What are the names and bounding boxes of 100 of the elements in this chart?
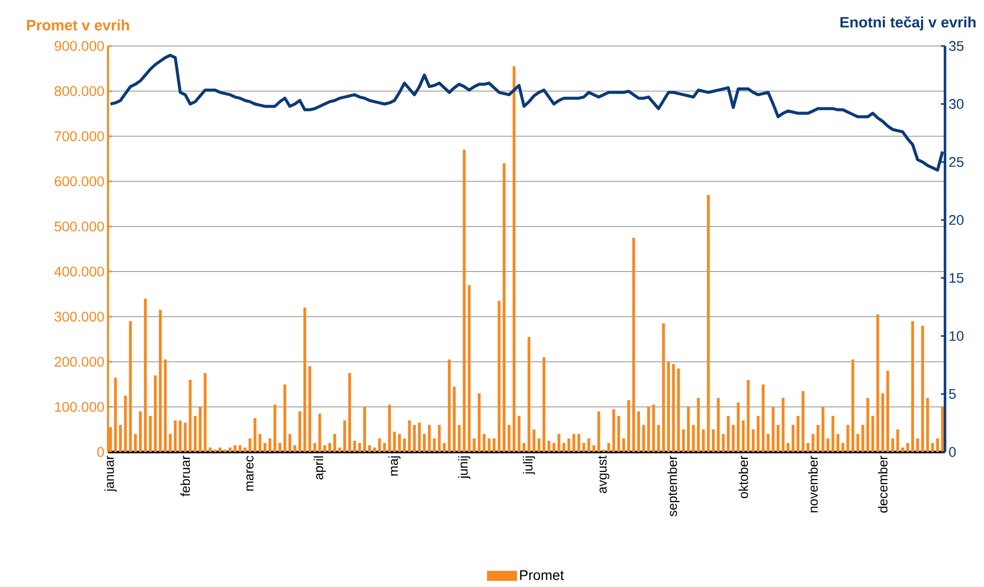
bar [931, 442, 934, 452]
bar [363, 406, 366, 452]
x-tick-label: maj [388, 456, 401, 476]
bar [567, 438, 570, 452]
bar [264, 442, 266, 452]
y2-tick-label: 5 [949, 389, 956, 399]
bar [488, 438, 491, 452]
bar [323, 445, 326, 452]
bar [353, 440, 356, 452]
y-tick-label: 700.000 [54, 131, 104, 142]
bar [248, 438, 252, 452]
bar [911, 321, 914, 452]
bar [687, 406, 690, 452]
x-tick-label: junij [458, 456, 470, 479]
bar [398, 434, 401, 452]
bar [841, 442, 844, 452]
y-axis-title: Promet v evrih [27, 20, 129, 30]
bar [288, 434, 292, 452]
bar [662, 323, 665, 452]
bar [941, 406, 944, 452]
bar [358, 442, 361, 452]
bar [129, 321, 132, 452]
bar [244, 447, 246, 452]
bar [802, 391, 804, 452]
bar [642, 424, 645, 452]
bar [218, 447, 222, 452]
bar [906, 442, 910, 452]
bar [782, 398, 784, 452]
bar [672, 364, 675, 452]
x-tick-label: avgust [598, 456, 610, 494]
bar [492, 438, 496, 452]
y-tick-label: 0 [97, 447, 104, 457]
bar [408, 420, 411, 452]
bar [812, 434, 814, 452]
y-tick-label: 300.000 [54, 312, 104, 322]
bar [792, 424, 794, 452]
bar [682, 429, 685, 452]
bar [318, 414, 322, 452]
bar [373, 447, 376, 452]
bar [612, 409, 616, 452]
bar [522, 442, 526, 452]
bar [706, 194, 710, 452]
bar [702, 429, 705, 452]
bar [822, 406, 824, 452]
x-tick-label: januar [104, 456, 117, 492]
y2-tick-label: 10 [950, 331, 964, 341]
bar [403, 438, 406, 452]
x-tick-label: april [314, 456, 326, 480]
bar [234, 445, 236, 452]
bar [293, 445, 296, 452]
bar [816, 424, 820, 452]
y-tick-label: 400.000 [54, 266, 104, 276]
bar [592, 445, 596, 452]
bar [632, 238, 636, 452]
bar [144, 298, 147, 452]
bar [114, 378, 117, 452]
bar [637, 411, 640, 452]
bar [557, 434, 560, 452]
bar [806, 442, 810, 452]
bar [378, 438, 381, 452]
bar [836, 434, 840, 452]
bar [772, 406, 775, 452]
y2-tick-label: 15 [950, 273, 964, 283]
bar [528, 336, 530, 452]
bar [538, 438, 540, 452]
bar [388, 404, 391, 452]
bar [916, 438, 920, 452]
bar [696, 398, 700, 452]
bar [184, 422, 187, 452]
bar [502, 163, 506, 452]
bar [677, 368, 680, 452]
bar [936, 438, 939, 452]
y2-tick-label: 20 [949, 215, 964, 225]
bar [274, 404, 276, 452]
x-tick-label: julij [522, 456, 536, 475]
bar [238, 445, 242, 452]
bar [562, 442, 566, 452]
bar [627, 400, 630, 452]
y-tick-label: 600.000 [54, 176, 104, 186]
bar [508, 424, 510, 452]
bar [228, 447, 232, 452]
x-tick-label: december [878, 456, 888, 513]
bar [368, 445, 371, 452]
bar [826, 438, 830, 452]
x-tick-label: februar [180, 456, 190, 496]
x-tick-label: oktober [738, 456, 748, 498]
bar [776, 424, 780, 452]
legend-label: Promet [520, 570, 564, 580]
y-tick-label: 100.000 [55, 402, 104, 412]
bar [418, 422, 421, 452]
bar [383, 442, 386, 452]
bar [422, 434, 426, 452]
bar [393, 432, 396, 452]
y-tick-label: 900.000 [54, 41, 104, 51]
bar [552, 442, 556, 452]
bar [548, 440, 550, 452]
y2-tick-label: 0 [949, 447, 956, 457]
bar [647, 406, 650, 452]
bar [254, 418, 256, 452]
bar [542, 357, 546, 452]
